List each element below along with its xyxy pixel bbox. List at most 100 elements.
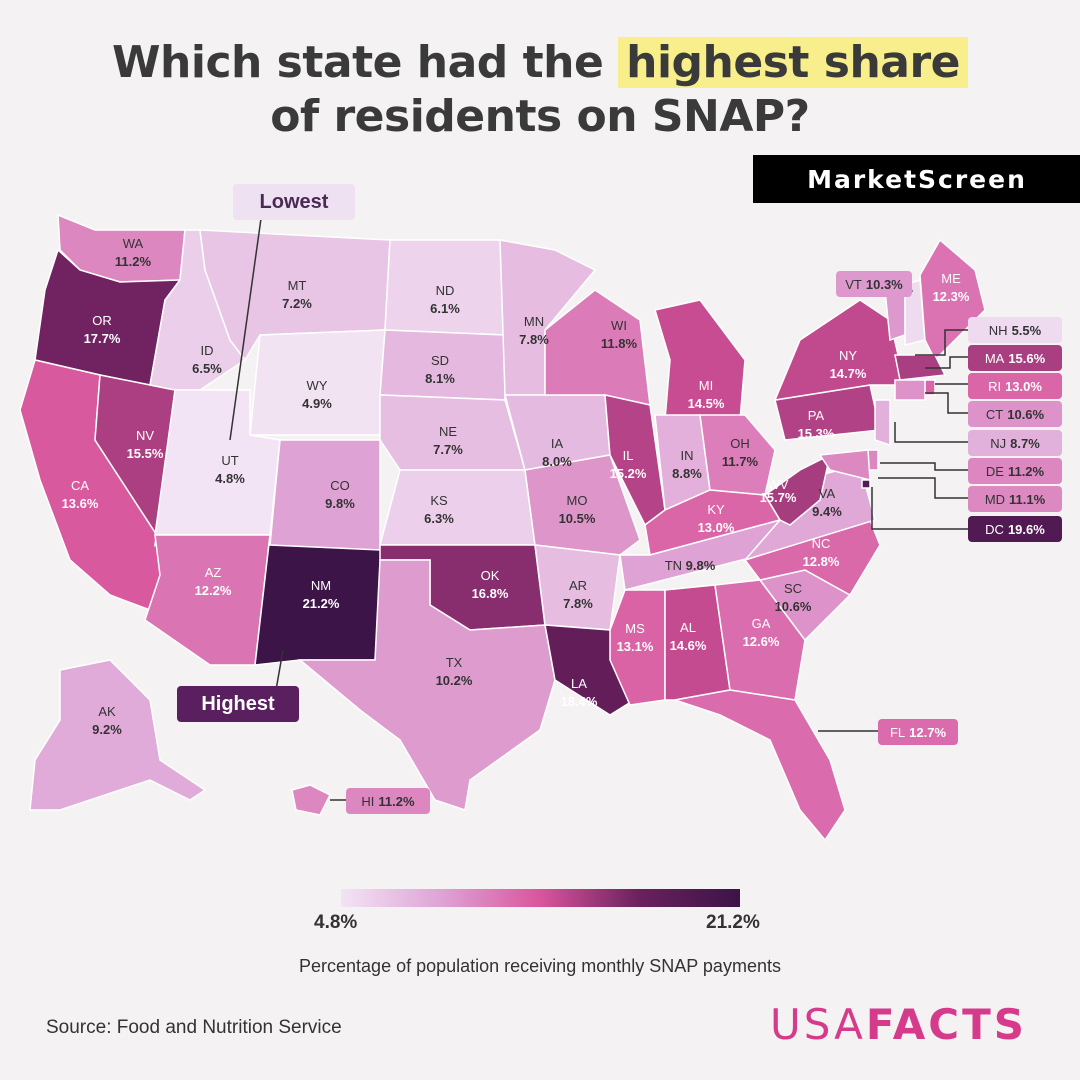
state-value-ok: 16.8% <box>472 586 509 601</box>
state-abbr-nv: NV <box>136 428 154 443</box>
callout-abbr: CT <box>985 406 1004 422</box>
state-abbr-ne: NE <box>439 424 457 439</box>
callout-abbr: MD <box>984 491 1006 507</box>
state-value-ms: 13.1% <box>617 639 654 654</box>
state-abbr-ia: IA <box>551 436 564 451</box>
state-labels: WA 11.2% OR 17.7% CA 13.6% NV 15.5% ID 6.5% MT 7.2%… <box>62 236 970 737</box>
state-abbr-or: OR <box>92 313 112 328</box>
state-value-wv: 15.7% <box>760 490 797 505</box>
callout-value: 19.6% <box>1007 521 1045 537</box>
state-abbr-ca: CA <box>71 478 89 493</box>
callout-dc: DC 19.6% <box>968 516 1062 542</box>
state-abbr-id: ID <box>201 343 214 358</box>
state-value-co: 9.8% <box>325 496 355 511</box>
state-abbr-ak: AK <box>98 704 116 719</box>
state-abbr-mo: MO <box>567 493 588 508</box>
state-value-nv: 15.5% <box>127 446 164 461</box>
state-az <box>144 534 271 666</box>
state-abbr-la: LA <box>571 676 587 691</box>
callout-value: 5.5% <box>1011 322 1042 338</box>
state-value-sc: 10.6% <box>775 599 812 614</box>
callout-abbr: MA <box>984 350 1005 366</box>
lowest-leader-line <box>229 189 266 441</box>
title-line2: of residents on SNAP? <box>270 91 810 142</box>
state-value-mo: 10.5% <box>559 511 596 526</box>
state-mo <box>524 454 641 556</box>
state-abbr-in: IN <box>681 448 694 463</box>
state-ak <box>29 659 207 811</box>
state-value-wi: 11.8% <box>601 336 638 351</box>
callout-fl: FL 12.7% <box>878 719 958 745</box>
callout-abbr: VT <box>845 276 862 292</box>
callout-value: 12.7% <box>909 724 947 740</box>
de-leader-line <box>880 462 968 471</box>
state-abbr-va: VA <box>819 486 836 501</box>
state-abbr-ny: NY <box>839 348 857 363</box>
state-me <box>919 238 986 362</box>
state-abbr-il: IL <box>623 448 634 463</box>
state-value-al: 14.6% <box>670 638 707 653</box>
state-abbr-ks: KS <box>430 493 448 508</box>
legend-max: 21.2% <box>706 912 760 933</box>
callout-value: 11.1% <box>1009 491 1046 507</box>
state-abbr-wv: WV <box>768 477 789 492</box>
callout-abbr: DE <box>985 463 1004 479</box>
state-abbr-nd: ND <box>436 283 455 298</box>
callout-value: 10.6% <box>1007 406 1045 422</box>
callout-md: MD 11.1% <box>968 486 1062 512</box>
callout-abbr: DC <box>985 521 1004 537</box>
state-value-ky: 13.0% <box>698 520 735 535</box>
state-fl <box>674 689 846 842</box>
state-abbr-nc: NC <box>812 536 831 551</box>
state-abbr-ky: KY <box>707 502 725 517</box>
state-value-ar: 7.8% <box>563 596 593 611</box>
state-value-sd: 8.1% <box>425 371 455 386</box>
state-abbr-mn: MN <box>524 314 544 329</box>
callout-nj: NJ 8.7% <box>968 430 1062 456</box>
state-value-mn: 7.8% <box>519 332 549 347</box>
title-pre: Which state had the <box>112 37 604 88</box>
dc-leader-line <box>871 487 968 530</box>
state-co <box>269 439 381 551</box>
state-dc <box>861 479 871 489</box>
state-value-ca: 13.6% <box>62 496 99 511</box>
source-note: Source: Food and Nutrition Service <box>46 1017 342 1038</box>
state-value-nm: 21.2% <box>303 596 340 611</box>
state-value-az: 12.2% <box>195 583 232 598</box>
state-abbr-sd: SD <box>431 353 449 368</box>
state-nj <box>874 399 891 447</box>
state-value-nc: 12.8% <box>803 554 840 569</box>
callout-abbr: NH <box>988 322 1008 338</box>
callout-value: 11.2% <box>378 793 415 809</box>
nj-leader-line <box>894 422 968 443</box>
callout-value: 13.0% <box>1005 378 1042 394</box>
state-value-mt: 7.2% <box>282 296 312 311</box>
callout-nh: NH 5.5% <box>968 317 1062 343</box>
state-wv <box>764 453 832 526</box>
state-abbr-az: AZ <box>205 565 222 580</box>
state-abbr-al: AL <box>680 620 696 635</box>
state-abbr-ut: UT <box>221 453 238 468</box>
state-abbr-tx: TX <box>446 655 463 670</box>
state-abbr-co: CO <box>330 478 350 493</box>
state-abbr-wy: WY <box>307 378 328 393</box>
state-abbr-wi: WI <box>611 318 627 333</box>
state-value-wa: 11.2% <box>115 254 152 269</box>
state-value-il: 15.2% <box>610 466 647 481</box>
state-abbr-sc: SC <box>784 581 802 596</box>
callout-ma: MA 15.6% <box>968 345 1062 371</box>
callout-abbr: FL <box>889 724 906 740</box>
state-value-wy: 4.9% <box>302 396 332 411</box>
state-hi <box>291 784 332 816</box>
state-value-ut: 4.8% <box>215 471 245 486</box>
marketscreen-logo: MarketScreen <box>753 155 1080 203</box>
state-abbr-mi: MI <box>699 378 713 393</box>
state-value-pa: 15.3% <box>798 426 835 441</box>
state-value-in: 8.8% <box>672 466 702 481</box>
state-value-mi: 14.5% <box>688 396 725 411</box>
state-abbr-ok: OK <box>481 568 500 583</box>
nh-leader-line <box>915 329 968 356</box>
state-ks <box>379 469 536 546</box>
callout-abbr: RI <box>988 378 1002 394</box>
